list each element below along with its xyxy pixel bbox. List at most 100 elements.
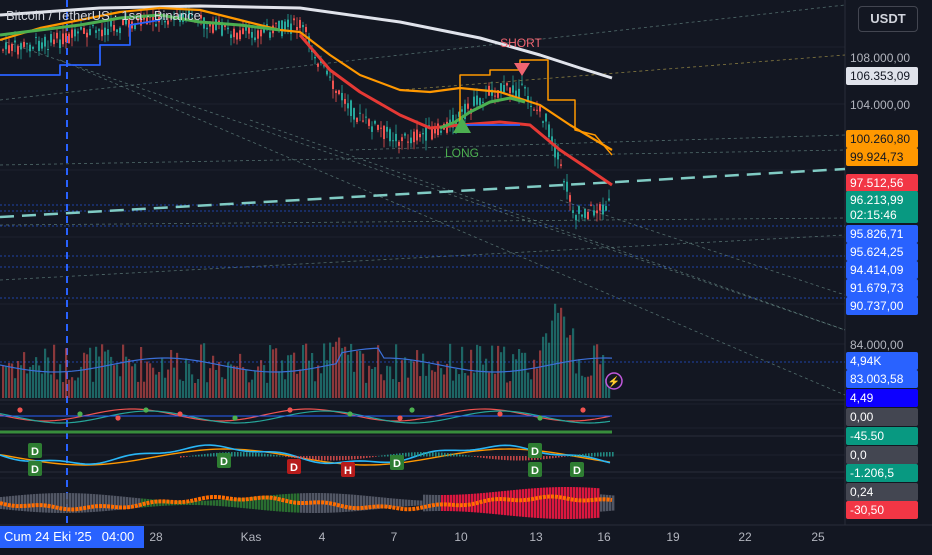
momentum-bar [372,496,375,510]
macd-histogram [513,456,515,461]
candle-body [137,18,139,21]
volume-bar [221,377,224,398]
candle-body [491,89,493,96]
candle-body [608,198,610,201]
momentum-bar [423,494,426,512]
price-label: 95.826,71 [850,227,904,241]
momentum-bar [357,495,360,511]
momentum-bar [390,498,393,508]
momentum-bar [42,493,45,513]
candle-body [290,23,292,34]
volume-bar [257,366,260,398]
currency-button[interactable]: USDT [858,6,918,32]
volume-bar [386,365,389,398]
macd-histogram [498,456,500,460]
momentum-bar [543,487,546,519]
volume-bar [569,335,572,398]
candle-body [29,44,31,52]
trend-line [0,39,846,331]
candle-body [563,181,565,183]
volume-bar [362,353,365,398]
macd-histogram [288,456,290,458]
momentum-bar [66,493,69,513]
candle-body [542,121,544,123]
volume-bar [80,366,83,398]
candle-body [62,33,64,45]
volume-bar [404,357,407,398]
oscillator-dot [143,407,149,413]
volume-bar [488,372,491,398]
volume-bar [272,349,275,398]
macd-histogram [414,452,416,457]
price-label-box [846,408,918,426]
volume-bar [482,364,485,398]
macd-histogram [285,456,287,457]
supertrend-blue [0,19,161,76]
candle-body [503,85,505,93]
signal-marker-box [528,462,542,477]
macd-histogram [387,454,389,457]
volume-bar [356,351,359,398]
volume-bar [251,379,254,398]
candle-body [425,126,427,141]
candle-body [374,120,376,124]
candle-body [500,83,502,93]
candle-body [80,27,82,30]
volume-bar [86,354,89,398]
momentum-bar [525,488,528,518]
momentum-bar [165,500,168,506]
candle-body [269,32,271,38]
momentum-bar [591,487,594,519]
volume-bar [332,346,335,398]
volume-bar [149,363,152,398]
volume-bar [233,365,236,398]
momentum-bar [63,493,66,513]
volume-bar [389,366,392,398]
momentum-bar [96,494,99,512]
volume-bar [485,358,488,398]
volume-bar [296,373,299,398]
volume-bar [125,356,128,398]
momentum-bar [564,487,567,519]
momentum-bar [339,493,342,513]
volume-bar [5,366,8,398]
volume-bar [260,360,263,398]
volume-bar [281,360,284,398]
volume-bar [200,344,203,398]
candle-body [362,120,364,122]
volume-bar [578,359,581,398]
candle-body [371,126,373,132]
candle-body [59,39,61,49]
volume-bar [176,352,179,398]
candle-body [221,22,223,36]
volume-bar [434,371,437,398]
candle-body [506,83,508,86]
price-label: 95.624,25 [850,245,904,259]
volume-bar [188,363,191,398]
macd-histogram [432,452,434,457]
volume-bar [605,378,608,398]
macd-histogram [483,456,485,459]
momentum-bar [450,494,453,512]
momentum-bar [12,495,15,511]
candle-body [14,40,16,43]
price-label: 94.414,09 [850,263,904,277]
volume-bar [551,320,554,398]
volume-bar [575,373,578,398]
oscillator-signal [0,410,611,424]
volume-bar [599,364,602,398]
macd-histogram [597,452,599,457]
macd-histogram [570,455,572,457]
momentum-bar [552,487,555,519]
volume-bar [131,366,134,398]
candle-body [455,121,457,125]
ma-green [0,13,281,37]
candle-body [89,29,91,35]
volume-bar [461,346,464,398]
volume-bar [554,303,557,398]
momentum-bar [573,487,576,519]
time-tick: 16 [597,530,611,544]
macd-histogram [558,456,560,458]
